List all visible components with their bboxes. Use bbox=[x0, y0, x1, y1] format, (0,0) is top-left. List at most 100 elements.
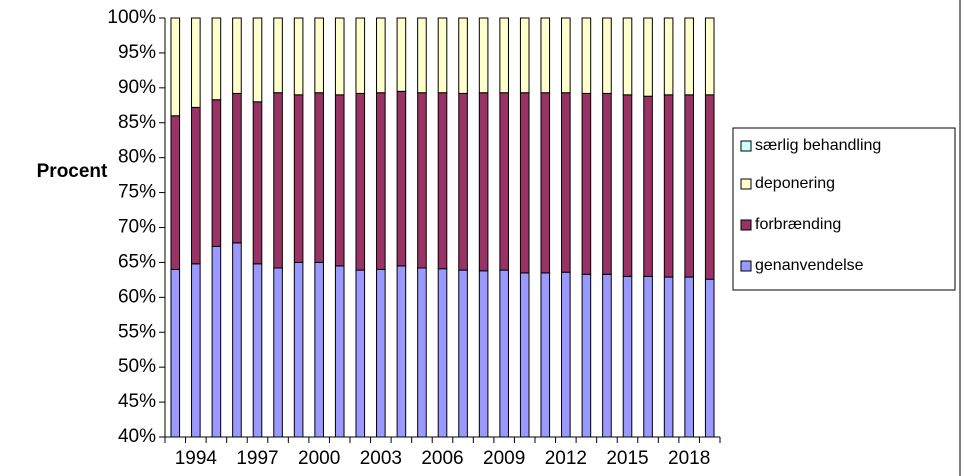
bar-segment bbox=[252, 263, 263, 438]
bar-segment bbox=[602, 273, 612, 438]
bar-segment bbox=[170, 268, 181, 438]
legend: særlig behandling deponering forbrænding ge… bbox=[740, 137, 881, 274]
bar-segment bbox=[334, 17, 345, 96]
bar-segment bbox=[232, 17, 242, 94]
x-tick-label: 2018 bbox=[668, 448, 710, 469]
bar-segment bbox=[643, 275, 653, 438]
bar-segment bbox=[355, 17, 366, 94]
bar-segment bbox=[232, 92, 242, 244]
bar-segment bbox=[519, 92, 530, 274]
bar-segment bbox=[376, 17, 386, 94]
bar-segment bbox=[663, 276, 674, 438]
bar-segment bbox=[396, 90, 407, 267]
legend-swatch bbox=[740, 178, 752, 190]
bar-segment bbox=[540, 17, 551, 94]
legend-label: deponering bbox=[755, 175, 835, 192]
x-tick-label: 2015 bbox=[606, 448, 648, 469]
bar-segment bbox=[499, 92, 509, 271]
y-tick-label: 55% bbox=[118, 321, 156, 342]
bar-segment bbox=[232, 242, 242, 438]
y-tick-label: 65% bbox=[118, 251, 156, 272]
bar-segment bbox=[293, 17, 304, 96]
y-tick-label: 90% bbox=[118, 77, 156, 98]
bar-segment bbox=[170, 115, 181, 270]
bar-segment bbox=[561, 92, 571, 273]
bar-segment bbox=[314, 261, 324, 438]
bar-segment bbox=[437, 92, 448, 270]
bar-segment bbox=[458, 17, 468, 94]
bar-segment bbox=[211, 17, 222, 101]
bar-segment bbox=[581, 92, 592, 275]
bar-segment bbox=[273, 17, 283, 94]
y-tick-label: 100% bbox=[107, 7, 156, 28]
bar-segment bbox=[252, 101, 263, 265]
bar-segment bbox=[581, 17, 592, 94]
bar-segment bbox=[602, 17, 612, 94]
y-tick-label: 80% bbox=[118, 147, 156, 168]
legend-swatch bbox=[740, 219, 752, 231]
bar-segment bbox=[622, 94, 633, 277]
y-tick-label: 70% bbox=[118, 217, 156, 238]
bar-segment bbox=[252, 17, 263, 103]
bar-segment bbox=[417, 17, 427, 94]
y-tick-label: 60% bbox=[118, 286, 156, 307]
bar-segment bbox=[622, 275, 633, 438]
bar-segment bbox=[314, 17, 324, 94]
x-tick-label: 1994 bbox=[175, 448, 218, 469]
bar-segment bbox=[478, 17, 489, 94]
legend-box bbox=[732, 127, 956, 291]
bar-segment bbox=[540, 272, 551, 438]
legend-label: særlig behandling bbox=[755, 137, 881, 154]
bar-segment bbox=[376, 92, 386, 270]
bar-segment bbox=[355, 92, 366, 271]
bar-segment bbox=[191, 106, 201, 265]
bar-segment bbox=[211, 245, 222, 438]
y-tick-label: 40% bbox=[118, 426, 156, 447]
bar-segment bbox=[355, 269, 366, 438]
bar-segment bbox=[417, 267, 427, 438]
bar-segment bbox=[519, 17, 530, 94]
bar-segment bbox=[170, 17, 181, 117]
bar-segment bbox=[704, 17, 715, 96]
legend-swatch bbox=[740, 260, 752, 272]
x-tick-label: 1997 bbox=[236, 448, 278, 469]
bar-segment bbox=[191, 263, 201, 438]
x-tick-label: 2000 bbox=[298, 448, 340, 469]
bar-segment bbox=[191, 17, 201, 108]
bar-segment bbox=[643, 17, 653, 97]
bar-segment bbox=[396, 17, 407, 92]
bar-segment bbox=[499, 17, 509, 94]
bar-segment bbox=[458, 92, 468, 271]
bar-segment bbox=[376, 268, 386, 438]
y-tick-label: 95% bbox=[118, 42, 156, 63]
bar-segment bbox=[663, 17, 674, 96]
x-tick-label: 2009 bbox=[483, 448, 525, 469]
bar-segment bbox=[478, 270, 489, 438]
bar-segment bbox=[314, 92, 324, 263]
bar-segment bbox=[499, 269, 509, 438]
y-tick-label: 45% bbox=[118, 391, 156, 412]
legend-label: genanvendelse bbox=[755, 257, 864, 274]
bar-segment bbox=[211, 99, 222, 247]
bar-segment bbox=[684, 94, 694, 278]
y-tick-label: 75% bbox=[118, 182, 156, 203]
bar-segment bbox=[458, 269, 468, 438]
legend-label: forbrænding bbox=[755, 216, 841, 233]
bar-segment bbox=[663, 94, 674, 278]
bar-segment bbox=[334, 265, 345, 438]
bar-segment bbox=[478, 92, 489, 272]
x-tick-label: 2012 bbox=[545, 448, 587, 469]
bar-segment bbox=[684, 276, 694, 438]
bar-segment bbox=[396, 265, 407, 438]
x-tick-label: 2006 bbox=[421, 448, 463, 469]
y-axis-label: Procent bbox=[37, 161, 108, 182]
bar-segment bbox=[622, 17, 633, 96]
bar-segment bbox=[437, 268, 448, 438]
bar-segment bbox=[417, 92, 427, 269]
legend-swatch bbox=[740, 140, 752, 152]
bar-segment bbox=[704, 94, 715, 280]
bar-segment bbox=[540, 92, 551, 274]
bar-segment bbox=[273, 267, 283, 438]
bar-segment bbox=[293, 94, 304, 263]
